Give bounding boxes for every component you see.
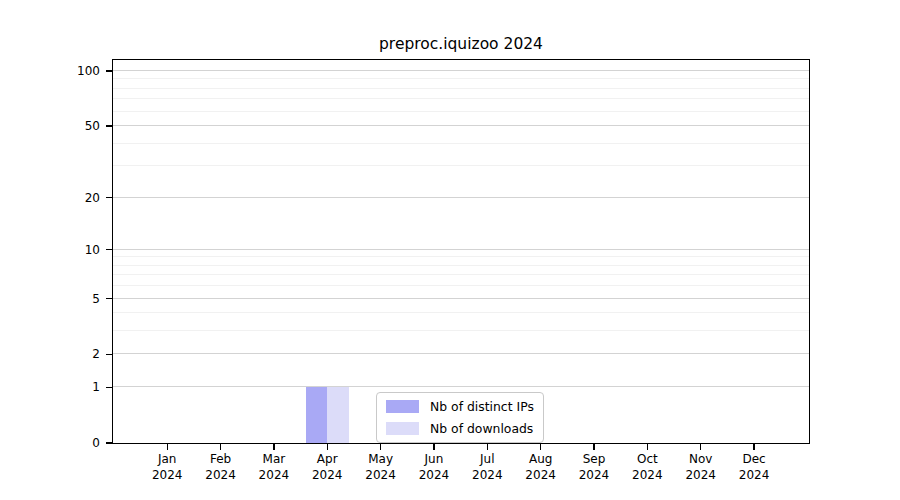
- gridline-minor: [113, 330, 809, 331]
- x-tick-mark: [380, 444, 381, 450]
- legend: Nb of distinct IPs Nb of downloads: [376, 392, 544, 443]
- y-tick-label: 10: [58, 242, 100, 258]
- gridline-minor: [113, 285, 809, 286]
- y-tick-mark: [106, 442, 112, 443]
- gridline-major: [113, 386, 809, 387]
- x-tick-mark: [167, 444, 168, 450]
- y-tick-label: 50: [58, 118, 100, 134]
- legend-swatch-downloads: [386, 422, 419, 435]
- x-tick-mark: [273, 444, 274, 450]
- x-tick-label-dec: Dec2024: [723, 452, 785, 483]
- chart-title: preproc.iquizoo 2024: [112, 35, 810, 53]
- x-tick-year: 2024: [723, 468, 785, 484]
- gridline-major: [113, 249, 809, 250]
- x-tick-mark: [487, 444, 488, 450]
- x-tick-mark: [593, 444, 594, 450]
- y-tick-label: 2: [58, 346, 100, 362]
- gridline-minor: [113, 312, 809, 313]
- bar-nb-of-downloads: [327, 387, 349, 443]
- x-tick-mark: [700, 444, 701, 450]
- gridline-minor: [113, 274, 809, 275]
- legend-label-downloads: Nb of downloads: [430, 421, 533, 436]
- legend-label-distinct-ips: Nb of distinct IPs: [430, 399, 534, 414]
- y-tick-label: 1: [58, 379, 100, 395]
- y-tick-mark: [106, 354, 112, 355]
- gridline-minor: [113, 165, 809, 166]
- gridline-major: [113, 197, 809, 198]
- gridline-minor: [113, 111, 809, 112]
- bar-nb-of-distinct-ips: [306, 387, 328, 443]
- y-tick-mark: [106, 387, 112, 388]
- legend-item-downloads: Nb of downloads: [386, 421, 534, 436]
- y-tick-mark: [106, 125, 112, 126]
- x-tick-mark: [220, 444, 221, 450]
- x-tick-mark: [647, 444, 648, 450]
- y-tick-mark: [106, 197, 112, 198]
- y-tick-label: 0: [58, 435, 100, 451]
- plot-area: Nb of distinct IPs Nb of downloads: [112, 59, 810, 444]
- gridline-major: [113, 70, 809, 71]
- gridline-major: [113, 125, 809, 126]
- x-tick-mark: [327, 444, 328, 450]
- x-tick-mark: [433, 444, 434, 450]
- gridline-major: [113, 353, 809, 354]
- gridline-minor: [113, 143, 809, 144]
- gridline-minor: [113, 88, 809, 89]
- x-tick-mark: [753, 444, 754, 450]
- x-tick-mark: [540, 444, 541, 450]
- gridline-minor: [113, 256, 809, 257]
- y-tick-label: 20: [58, 190, 100, 206]
- y-tick-mark: [106, 70, 112, 71]
- y-tick-label: 100: [58, 63, 100, 79]
- gridline-major: [113, 298, 809, 299]
- gridline-minor: [113, 265, 809, 266]
- y-tick-mark: [106, 298, 112, 299]
- gridline-minor: [113, 98, 809, 99]
- legend-item-distinct-ips: Nb of distinct IPs: [386, 399, 534, 414]
- y-tick-label: 5: [58, 291, 100, 307]
- x-tick-month: Dec: [723, 452, 785, 468]
- chart-canvas: preproc.iquizoo 2024 Nb of distinct IPs …: [0, 0, 900, 500]
- y-tick-mark: [106, 249, 112, 250]
- gridline-minor: [113, 78, 809, 79]
- legend-swatch-distinct-ips: [386, 400, 419, 413]
